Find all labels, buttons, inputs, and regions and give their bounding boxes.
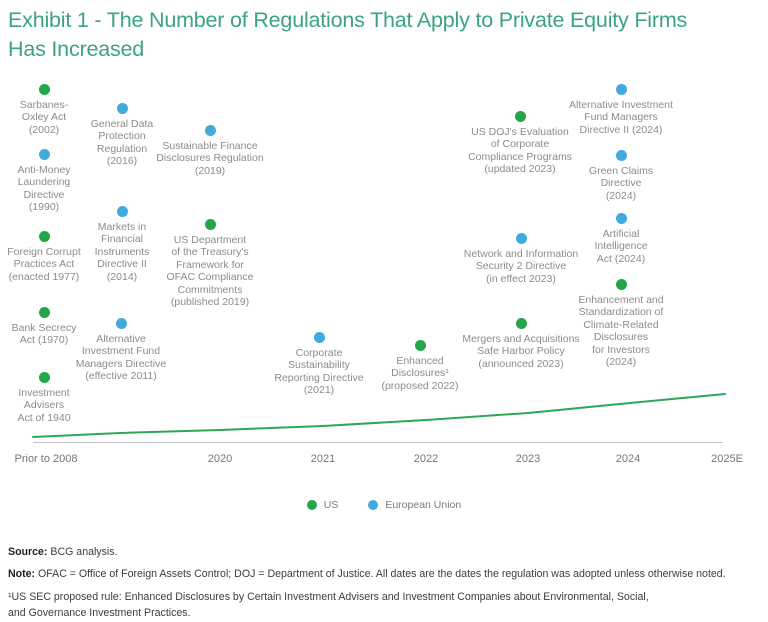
data-point-label: Network and Information Security 2 Direc… <box>463 247 579 285</box>
legend-label: US <box>323 499 339 511</box>
data-point: Green Claims Directive (2024) <box>541 149 701 203</box>
note-label: Note: <box>8 568 36 580</box>
us-dot-icon <box>615 278 627 290</box>
data-point-label: Sarbanes- Oxley Act (2002) <box>19 98 69 136</box>
source-line: Source: BCG analysis. <box>8 546 118 558</box>
us-dot-icon <box>38 83 50 95</box>
data-point-label: US Department of the Treasury's Framewor… <box>166 233 254 309</box>
data-point: Mergers and Acquisitions Safe Harbor Pol… <box>441 317 601 371</box>
data-point: Alternative Investment Fund Managers Dir… <box>41 317 201 383</box>
note-text: OFAC = Office of Foreign Assets Control;… <box>35 568 726 580</box>
us-dot-icon <box>515 317 527 329</box>
x-axis-tick: Prior to 2008 <box>14 453 78 465</box>
data-point: Foreign Corrupt Practices Act (enacted 1… <box>0 230 124 284</box>
legend-item-eu: European Union <box>368 499 461 511</box>
data-point: Sarbanes- Oxley Act (2002) <box>0 83 124 137</box>
eu-dot-icon <box>115 317 127 329</box>
data-point-label: Bank Secrecy Act (1970) <box>11 321 77 347</box>
data-point: US Department of the Treasury's Framewor… <box>130 218 290 309</box>
source-label: Source: <box>8 546 48 558</box>
data-point: Sustainable Finance Disclosures Regulati… <box>130 124 290 178</box>
trend-line-icon <box>32 393 726 438</box>
data-point-label: Foreign Corrupt Practices Act (enacted 1… <box>7 245 81 283</box>
data-point-label: Investment Advisers Act of 1940 <box>17 386 71 424</box>
data-point: Markets in Financial Instruments Directi… <box>42 205 202 284</box>
us-dot-icon <box>38 230 50 242</box>
data-point-label: Anti-Money Laundering Directive (1990) <box>17 163 71 214</box>
data-point-label: Enhanced Disclosures¹ (proposed 2022) <box>381 354 459 392</box>
x-axis-tick: 2023 <box>515 453 541 465</box>
eu-dot-icon <box>116 102 128 114</box>
data-point: Enhancement and Standardization of Clima… <box>541 278 701 369</box>
eu-dot-icon <box>313 331 325 343</box>
data-point-label: Sustainable Finance Disclosures Regulati… <box>156 139 264 177</box>
us-dot-icon <box>38 371 50 383</box>
data-point: Enhanced Disclosures¹ (proposed 2022) <box>340 339 500 393</box>
data-point: Anti-Money Laundering Directive (1990) <box>0 148 124 214</box>
eu-dot-icon <box>615 83 627 95</box>
source-text: BCG analysis. <box>47 546 118 558</box>
us-dot-icon <box>204 218 216 230</box>
eu-dot-icon <box>38 148 50 160</box>
eu-dot-icon <box>615 212 627 224</box>
data-point: US DOJ's Evaluation of Corporate Complia… <box>440 110 600 176</box>
data-point: General Data Protection Regulation (2016… <box>42 102 202 168</box>
x-axis-tick: 2022 <box>413 453 439 465</box>
data-point: Bank Secrecy Act (1970) <box>0 306 124 347</box>
data-point: Network and Information Security 2 Direc… <box>441 232 601 286</box>
note-line: Note: OFAC = Office of Foreign Assets Co… <box>8 568 726 580</box>
page-title: Exhibit 1 - The Number of Regulations Th… <box>8 8 688 61</box>
eu-dot-icon <box>204 124 216 136</box>
x-axis-tick: 2025E <box>711 453 743 465</box>
data-point-label: Artificial Intelligence Act (2024) <box>594 227 648 265</box>
x-axis-line <box>33 442 723 443</box>
eu-dot-icon <box>116 205 128 217</box>
data-point-label: US DOJ's Evaluation of Corporate Complia… <box>468 125 572 176</box>
x-axis-tick: 2021 <box>310 453 336 465</box>
data-point-label: Green Claims Directive (2024) <box>588 164 654 202</box>
legend: US European Union <box>0 499 768 511</box>
us-dot-icon <box>38 306 50 318</box>
us-dot-icon <box>514 110 526 122</box>
us-legend-dot-icon <box>306 500 317 510</box>
data-point-label: Enhancement and Standardization of Clima… <box>578 293 664 369</box>
data-point: Artificial Intelligence Act (2024) <box>541 212 701 266</box>
eu-dot-icon <box>615 149 627 161</box>
data-point-label: Mergers and Acquisitions Safe Harbor Pol… <box>462 332 580 370</box>
legend-label: European Union <box>385 499 462 511</box>
data-point-label: Alternative Investment Fund Managers Dir… <box>75 332 167 383</box>
data-point-label: Alternative Investment Fund Managers Dir… <box>569 98 673 136</box>
data-point-label: Markets in Financial Instruments Directi… <box>94 220 150 283</box>
x-axis-tick: 2020 <box>207 453 233 465</box>
data-point: Alternative Investment Fund Managers Dir… <box>541 83 701 137</box>
us-dot-icon <box>414 339 426 351</box>
x-axis-tick: 2024 <box>615 453 641 465</box>
data-point-label: General Data Protection Regulation (2016… <box>90 117 154 168</box>
legend-item-us: US <box>306 499 339 511</box>
eu-dot-icon <box>515 232 527 244</box>
footnote: ¹US SEC proposed rule: Enhanced Disclosu… <box>8 591 649 619</box>
eu-legend-dot-icon <box>368 500 379 510</box>
